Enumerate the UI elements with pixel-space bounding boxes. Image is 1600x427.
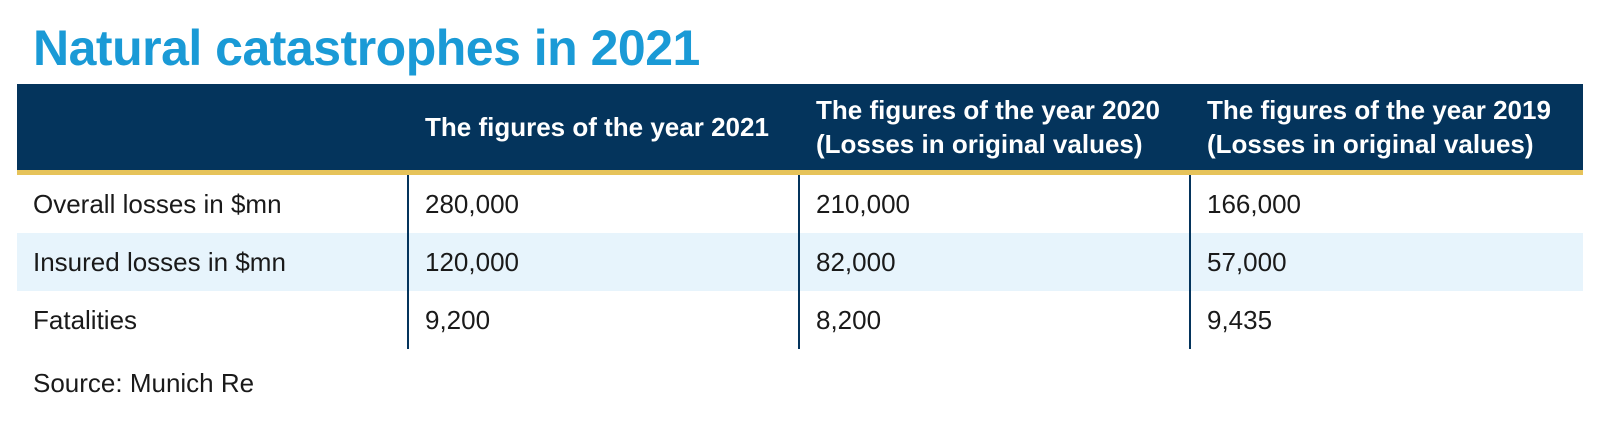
- source-note: Source: Munich Re: [33, 368, 255, 398]
- row-label: Overall losses in $mn: [33, 188, 282, 219]
- table-cell: 166,000: [1189, 172, 1583, 233]
- row-label: Fatalities: [33, 304, 138, 335]
- header-cell-2019: The figures of the year 2019 (Losses in …: [1189, 84, 1583, 175]
- table-row: Overall losses in $mn 280,000 210,000 16…: [17, 172, 1583, 233]
- table-cell: 8,200: [798, 290, 1190, 349]
- table-cell: 82,000: [798, 232, 1190, 291]
- header-cell-2020: The figures of the year 2020 (Losses in …: [798, 84, 1190, 175]
- table-cell: 280,000: [407, 172, 799, 233]
- table-cell: 120,000: [407, 232, 799, 291]
- table-cell: 210,000: [798, 172, 1190, 233]
- table-cell: 9,200: [407, 290, 799, 349]
- table-cell: 57,000: [1189, 232, 1583, 291]
- table-cell: 9,435: [1189, 290, 1583, 349]
- table-row: Fatalities 9,200 8,200 9,435: [17, 290, 1583, 349]
- data-table: The figures of the year 2021 The figures…: [17, 84, 1583, 349]
- table-header-row: The figures of the year 2021 The figures…: [17, 84, 1583, 175]
- row-label: Insured losses in $mn: [33, 246, 286, 277]
- table-row: Insured losses in $mn 120,000 82,000 57,…: [17, 232, 1583, 291]
- header-cell-empty: [17, 84, 408, 175]
- chart-title: Natural catastrophes in 2021: [33, 20, 700, 76]
- header-cell-2021: The figures of the year 2021: [407, 84, 799, 175]
